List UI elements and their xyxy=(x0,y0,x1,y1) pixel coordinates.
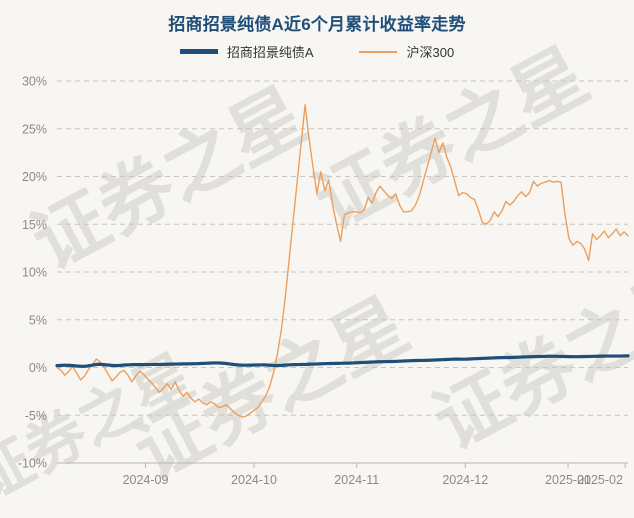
legend-swatch-index-icon xyxy=(359,50,398,53)
y-axis-ticklabels: 30% 25% 20% 15% 10% 5% 0% -5% -10% xyxy=(18,75,47,471)
chart-title: 招商招景纯债A近6个月累计收益率走势 xyxy=(168,15,466,34)
y-tick-label: -5% xyxy=(25,409,47,423)
x-axis-ticklabels: 2024-09 2024-10 2024-11 2024-12 2025-012025-… xyxy=(123,473,623,487)
x-tick-label: 2025-01 xyxy=(545,473,591,487)
y-tick-label: 10% xyxy=(22,266,47,280)
x-tick-label: 2024-09 xyxy=(123,473,169,487)
y-tick-label: 0% xyxy=(29,361,47,375)
y-tick-label: 25% xyxy=(22,122,47,136)
x-axis-group xyxy=(57,462,628,468)
legend-label-fund: 招商招景纯债A xyxy=(226,45,314,60)
y-tick-label: -10% xyxy=(18,457,47,471)
y-tick-label: 30% xyxy=(22,75,47,89)
legend-swatch-fund-icon xyxy=(179,49,218,54)
y-tick-label: 20% xyxy=(22,170,47,184)
series-line-index xyxy=(56,104,629,418)
y-tick-label: 5% xyxy=(29,313,47,327)
x-tick-label: 2024-12 xyxy=(442,473,488,487)
series-line-fund xyxy=(55,354,630,368)
legend-item-index[interactable]: 沪深300 xyxy=(359,42,454,61)
y-tick-label: 15% xyxy=(22,218,47,232)
x-tick-label: 2025-02 xyxy=(577,473,623,487)
legend-label-index: 沪深300 xyxy=(406,45,455,60)
x-tick-label: 2024-10 xyxy=(231,473,277,487)
chart-legend: 招商招景纯债A 沪深300 xyxy=(0,42,634,61)
chart-container: 证券之星 证券之星 证券之星 证券之星 证券之星 招商招景纯债A近6个月累计收益… xyxy=(0,15,634,514)
x-tick-label: 2024-11 xyxy=(334,473,379,487)
chart-plot-area: 30% 25% 20% 15% 10% 5% 0% -5% -10% 2024-09 2024-1… xyxy=(18,75,630,487)
legend-item-fund[interactable]: 招商招景纯债A xyxy=(179,42,314,61)
